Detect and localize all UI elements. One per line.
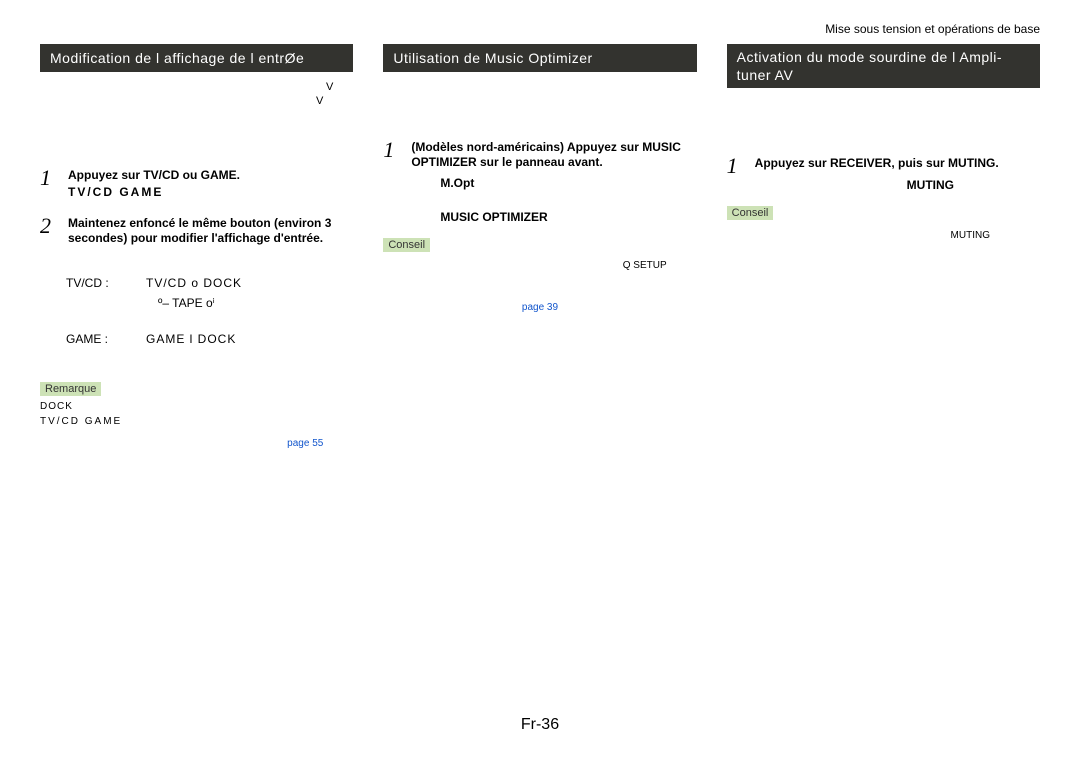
col2-qsetup: Q SETUP (623, 260, 667, 271)
map-tape: º– TAPE oⁱ (158, 296, 353, 310)
col2-page-link[interactable]: page 39 (522, 302, 558, 313)
col3-step-1-text: Appuyez sur RECEIVER, puis sur MUTING. (755, 156, 1040, 176)
col3-header: Activation du mode sourdine de l Ampli-t… (727, 44, 1040, 88)
col1-page-link[interactable]: page 55 (40, 438, 323, 449)
page: Mise sous tension et opérations de base … (0, 0, 1080, 764)
remark-line2: TV/CD GAME (40, 415, 353, 428)
remark-label: Remarque (40, 382, 101, 396)
col3-muting: MUTING (907, 178, 1040, 192)
map-tvcd-left: TV/CD : (66, 276, 146, 290)
map-tvcd-right: TV/CD o DOCK (146, 276, 242, 290)
col2-header: Utilisation de Music Optimizer (383, 44, 696, 72)
columns: Modification de l affichage de l entrØe … (40, 44, 1040, 449)
page-number: Fr-36 (0, 716, 1080, 734)
col1-step-1-body: Appuyez sur TV/CD ou GAME. TV/CD GAME (68, 168, 353, 200)
map-game-right: GAME l DOCK (146, 332, 236, 346)
column-1: Modification de l affichage de l entrØe … (40, 44, 353, 449)
col2-conseil-label: Conseil (383, 238, 430, 252)
col2-step-1-num: 1 (383, 140, 401, 170)
col3-conseil-label: Conseil (727, 206, 774, 220)
col2-mopt: M.Opt (440, 176, 696, 190)
col2-step-1-text: (Modèles nord-américains) Appuyez sur MU… (411, 140, 696, 170)
map-game-left: GAME : (66, 332, 146, 346)
col2-musicopt: MUSIC OPTIMIZER (440, 210, 696, 224)
breadcrumb: Mise sous tension et opérations de base (825, 22, 1040, 36)
col1-mapping: TV/CD : TV/CD o DOCK º– TAPE oⁱ GAME : G… (66, 276, 353, 368)
col1-step-2: 2 Maintenez enfoncé le même bouton (envi… (40, 216, 353, 246)
col1-step-1: 1 Appuyez sur TV/CD ou GAME. TV/CD GAME (40, 168, 353, 200)
col1-step-1-sub: TV/CD GAME (68, 185, 353, 200)
remark-line1: DOCK (40, 400, 353, 413)
col3-muting-small: MUTING (727, 230, 990, 241)
col1-step-2-num: 2 (40, 216, 58, 246)
column-3: Activation du mode sourdine de l Ampli-t… (727, 44, 1040, 449)
column-2: Utilisation de Music Optimizer 1 (Modèle… (383, 44, 696, 449)
col1-step-1-num: 1 (40, 168, 58, 200)
col1-header: Modification de l affichage de l entrØe (40, 44, 353, 72)
col1-voffset-1: V (40, 80, 353, 94)
col3-step-1-num: 1 (727, 156, 745, 176)
col1-voffset-2: V (40, 94, 353, 108)
col3-step-1: 1 Appuyez sur RECEIVER, puis sur MUTING. (727, 156, 1040, 176)
col2-step-1: 1 (Modèles nord-américains) Appuyez sur … (383, 140, 696, 170)
col1-step-1-text: Appuyez sur TV/CD ou GAME. (68, 168, 240, 182)
col1-step-2-text: Maintenez enfoncé le même bouton (enviro… (68, 216, 353, 246)
